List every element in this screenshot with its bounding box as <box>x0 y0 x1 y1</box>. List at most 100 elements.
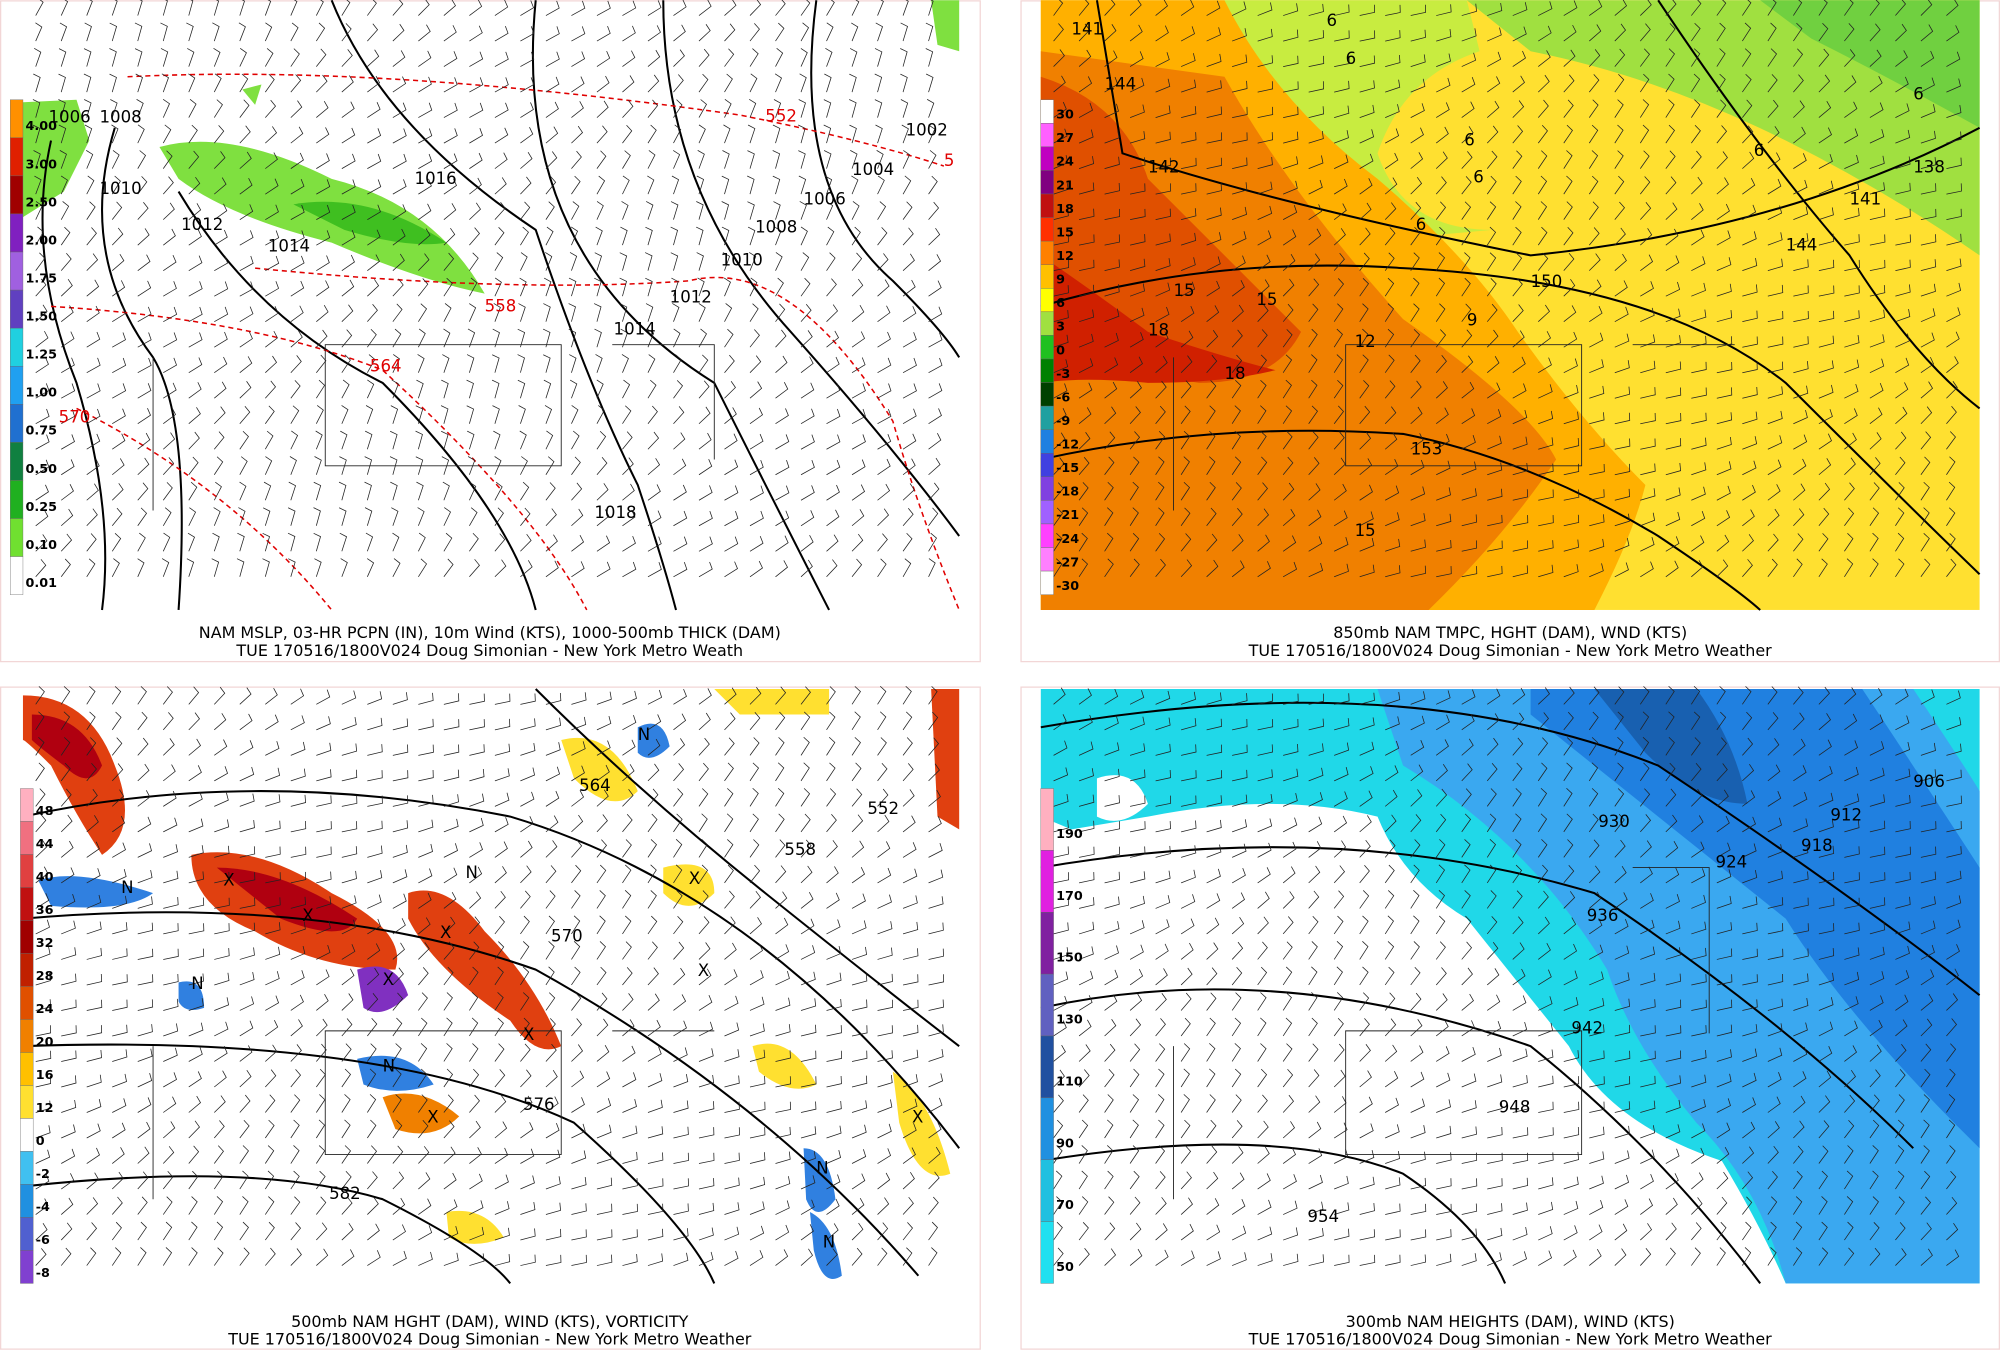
wind-barb <box>61 357 75 374</box>
wind-barb <box>1180 355 1193 373</box>
wind-barb <box>1435 739 1449 756</box>
wind-barb <box>1742 948 1758 960</box>
wind-barb <box>902 357 917 374</box>
wind-barb <box>1206 1119 1217 1139</box>
wind-barb <box>162 457 175 476</box>
wind-barb <box>596 405 605 424</box>
wind-barb <box>544 405 553 424</box>
wind-barb <box>1691 1049 1707 1062</box>
wind-barb <box>1920 944 1935 960</box>
colorbar-label: 24 <box>36 1002 54 1017</box>
wind-barb <box>1410 486 1426 501</box>
wind-barb <box>1078 688 1092 705</box>
wind-barb <box>1078 482 1089 501</box>
wind-barb <box>137 558 145 577</box>
wind-barb <box>1665 1050 1682 1062</box>
wind-barb <box>1180 1223 1194 1241</box>
wind-barb <box>1920 157 1937 169</box>
wind-barb <box>647 1046 662 1062</box>
wind-barb <box>1691 947 1707 960</box>
wind-barb <box>1078 1044 1091 1062</box>
wind-barb <box>1180 1094 1190 1113</box>
wind-barb <box>673 915 684 935</box>
colorbar-label: -4 <box>36 1200 50 1215</box>
wind-barb <box>877 921 893 935</box>
wind-barb <box>338 481 347 501</box>
wind-barb <box>1384 277 1395 297</box>
wind-barb <box>1436 1203 1452 1215</box>
wind-barb <box>1104 507 1114 526</box>
wind-barb <box>545 840 558 858</box>
wind-barb <box>367 49 380 67</box>
wind-barb <box>1206 456 1216 475</box>
wind-barb <box>596 966 607 986</box>
wind-barb <box>1767 48 1778 67</box>
wind-barb <box>1231 456 1242 475</box>
wind-barb <box>698 916 710 935</box>
wind-barb <box>1691 99 1701 118</box>
wind-barb <box>1895 456 1906 475</box>
wind-barb <box>392 795 409 807</box>
wind-barb <box>341 1145 352 1164</box>
wind-barb <box>1155 105 1171 118</box>
wind-barb <box>1180 1250 1195 1266</box>
wind-barb <box>1512 150 1523 169</box>
wind-barb <box>1869 1119 1880 1139</box>
wind-barb <box>1078 1145 1088 1164</box>
wind-barb <box>61 331 75 348</box>
wind-barb <box>545 126 559 144</box>
wind-barb <box>875 22 883 42</box>
wind-barb <box>775 560 788 578</box>
wind-barb <box>265 152 278 169</box>
contour-label: 142 <box>1148 157 1180 176</box>
wind-barb <box>162 1247 173 1266</box>
wind-barb <box>35 1125 51 1139</box>
wind-barb <box>290 741 306 756</box>
wind-barb <box>1818 482 1831 501</box>
wind-barb <box>1231 966 1243 986</box>
wind-barb <box>469 277 478 297</box>
wind-barb <box>1384 1018 1397 1037</box>
wind-barb <box>1818 335 1835 348</box>
wind-barb <box>1538 564 1554 578</box>
wind-barb <box>287 532 296 552</box>
wind-barb <box>1844 482 1855 501</box>
wind-barb <box>1078 741 1094 756</box>
wind-barb <box>1282 1147 1297 1164</box>
wind-barb <box>316 896 332 909</box>
wind-barb <box>1844 335 1860 348</box>
wind-barb <box>1078 1196 1089 1215</box>
wind-barb <box>1206 795 1222 807</box>
wind-barb <box>1282 278 1295 297</box>
wind-barb <box>1640 512 1656 527</box>
wind-barb <box>1053 285 1069 297</box>
wind-barb <box>1793 973 1809 986</box>
wind-barb <box>1410 539 1426 552</box>
wind-barb <box>851 1050 868 1062</box>
caption: 500mb NAM HGHT (DAM), WIND (KTS), VORTIC… <box>291 1312 689 1331</box>
wind-barb <box>1767 870 1783 884</box>
colorbar-segment <box>10 366 24 405</box>
wind-barb <box>545 992 556 1011</box>
colorbar-label: 2.50 <box>26 195 58 210</box>
wind-barb <box>1461 408 1476 425</box>
wind-barb <box>214 229 228 246</box>
wind-barb <box>1359 1123 1374 1139</box>
contour-label: 1006 <box>804 189 846 208</box>
wind-barb <box>1155 795 1172 807</box>
wind-barb <box>1334 537 1349 552</box>
wind-barb <box>1589 412 1605 425</box>
wind-barb <box>1793 533 1804 552</box>
wind-barb <box>724 737 735 756</box>
wind-barb <box>902 999 919 1011</box>
wind-barb <box>1308 30 1324 42</box>
marker: X <box>223 870 234 889</box>
wind-barb <box>418 128 433 144</box>
wind-barb <box>1410 966 1421 986</box>
wind-barb <box>902 279 916 297</box>
wind-barb <box>341 405 349 424</box>
wind-barb <box>1435 226 1446 246</box>
wind-barb <box>596 1229 613 1241</box>
wind-barb <box>596 175 606 195</box>
wind-barb <box>1588 150 1599 169</box>
